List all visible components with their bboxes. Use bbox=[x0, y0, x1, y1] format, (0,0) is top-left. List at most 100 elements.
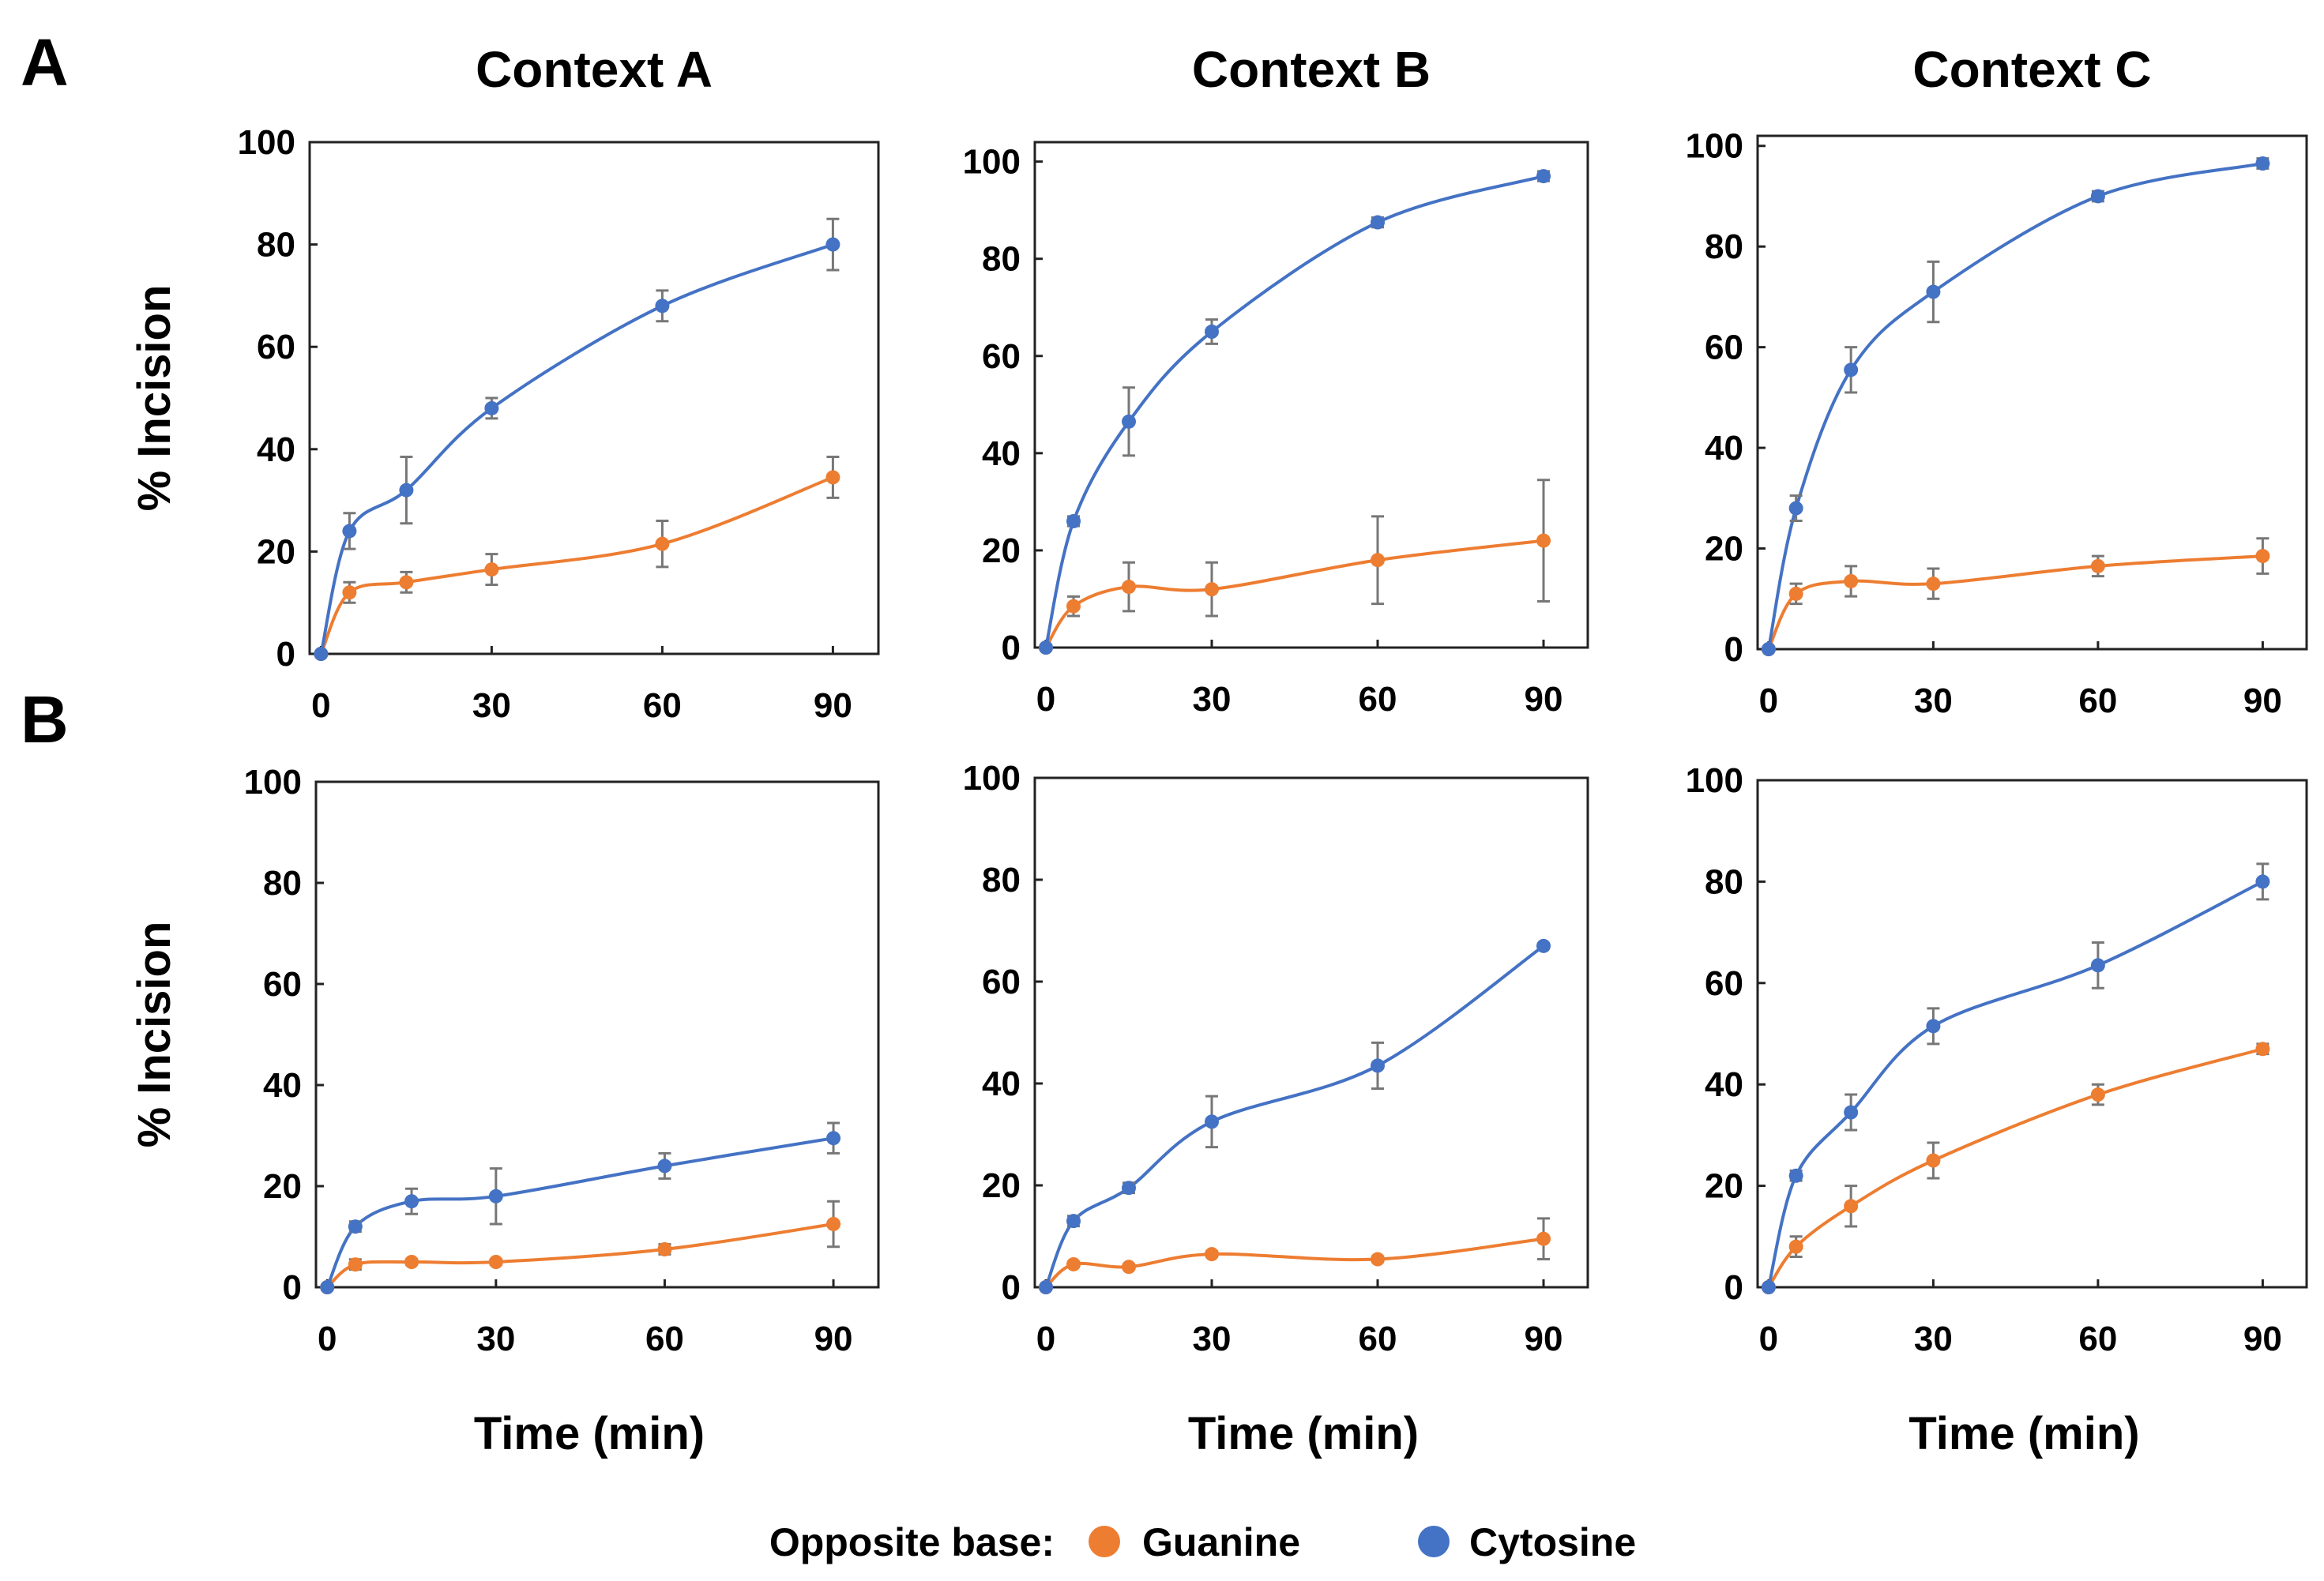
data-point-guanine bbox=[1788, 1239, 1803, 1254]
data-point-cytosine bbox=[2255, 874, 2270, 889]
data-point-guanine bbox=[826, 1217, 841, 1231]
y-tick-label: 40 bbox=[982, 1065, 1021, 1103]
data-point-guanine bbox=[1122, 580, 1136, 595]
x-tick-label: 60 bbox=[643, 686, 682, 725]
data-point-guanine bbox=[1205, 582, 1219, 597]
y-tick-label: 20 bbox=[1705, 1167, 1743, 1206]
data-point-guanine bbox=[1788, 586, 1803, 601]
data-point-guanine bbox=[484, 562, 499, 577]
chart-title: Context A bbox=[476, 41, 713, 98]
data-point-cytosine bbox=[1205, 1114, 1219, 1129]
data-point-guanine bbox=[1122, 1260, 1136, 1275]
data-point-guanine bbox=[488, 1255, 503, 1269]
data-point-cytosine bbox=[342, 524, 357, 539]
y-tick-label: 60 bbox=[982, 337, 1021, 376]
x-tick-label: 60 bbox=[2078, 1320, 2117, 1358]
chart-2: Context B 0 20 40 60 80 100 0 30 60 90 bbox=[963, 41, 1589, 719]
data-point-guanine bbox=[657, 1242, 672, 1256]
x-tick-label: 0 bbox=[318, 1320, 337, 1358]
data-point-guanine bbox=[1536, 1231, 1551, 1246]
data-point-cytosine bbox=[1066, 514, 1081, 528]
y-tick-label: 100 bbox=[244, 763, 302, 802]
data-point-guanine bbox=[1536, 533, 1551, 548]
y-tick-label: 80 bbox=[263, 864, 302, 903]
data-point-cytosine bbox=[1788, 1168, 1803, 1183]
legend-guanine-label: Guanine bbox=[1142, 1520, 1300, 1564]
legend-title: Opposite base: bbox=[769, 1520, 1055, 1564]
y-tick-label: 40 bbox=[1705, 429, 1743, 468]
data-point-guanine bbox=[1371, 553, 1385, 568]
data-point-guanine bbox=[1066, 599, 1081, 614]
data-point-cytosine bbox=[1039, 640, 1053, 655]
y-tick-label: 100 bbox=[238, 123, 295, 162]
data-point-cytosine bbox=[1761, 1280, 1776, 1294]
chart-4: 0 20 40 60 80 100 0 30 60 90 % Incision Time (min) bbox=[129, 763, 880, 1459]
y-tick-label: 0 bbox=[283, 1268, 302, 1307]
x-axis-title: Time (min) bbox=[1908, 1408, 2139, 1459]
data-point-guanine bbox=[1844, 573, 1859, 588]
data-point-cytosine bbox=[404, 1194, 419, 1209]
data-point-cytosine bbox=[1844, 1105, 1859, 1120]
y-tick-label: 80 bbox=[1705, 227, 1743, 266]
y-tick-label: 100 bbox=[1686, 127, 1743, 166]
data-point-guanine bbox=[2090, 1087, 2105, 1102]
x-tick-label: 90 bbox=[2243, 682, 2282, 720]
y-tick-label: 40 bbox=[257, 430, 295, 469]
chart-6: 0 20 40 60 80 100 0 30 60 90 Time (min) bbox=[1686, 761, 2308, 1459]
y-tick-label: 20 bbox=[982, 531, 1021, 570]
x-tick-label: 60 bbox=[645, 1320, 684, 1358]
data-point-cytosine bbox=[1122, 1181, 1136, 1196]
x-tick-label: 0 bbox=[1759, 682, 1778, 720]
y-tick-label: 100 bbox=[963, 759, 1021, 798]
chart-title: Context B bbox=[1192, 41, 1431, 98]
chart-3: Context C 0 20 40 60 80 100 0 30 60 90 bbox=[1686, 41, 2308, 720]
data-point-cytosine bbox=[1039, 1280, 1053, 1294]
x-tick-label: 30 bbox=[1193, 680, 1232, 719]
series-line-cytosine bbox=[1766, 880, 2264, 1288]
chart-title: Context C bbox=[1912, 41, 2151, 98]
data-point-guanine bbox=[2255, 1042, 2270, 1057]
plot-frame bbox=[1756, 779, 2308, 1289]
legend: Opposite base: Guanine Cytosine bbox=[769, 1520, 1636, 1564]
data-point-guanine bbox=[1371, 1252, 1385, 1267]
panel-label-b: B bbox=[21, 682, 69, 757]
x-tick-label: 90 bbox=[1525, 1320, 1563, 1358]
x-tick-label: 0 bbox=[1036, 1320, 1055, 1358]
plot-frame bbox=[314, 780, 880, 1289]
y-tick-label: 80 bbox=[982, 240, 1021, 279]
data-point-cytosine bbox=[1761, 642, 1776, 656]
x-tick-label: 60 bbox=[1359, 680, 1397, 719]
x-tick-label: 30 bbox=[1914, 682, 1953, 720]
data-point-guanine bbox=[1205, 1247, 1219, 1262]
data-point-cytosine bbox=[2090, 189, 2105, 204]
y-tick-label: 60 bbox=[257, 328, 295, 366]
x-tick-label: 0 bbox=[311, 686, 330, 725]
plot-frame bbox=[1033, 776, 1589, 1289]
data-point-cytosine bbox=[1536, 169, 1551, 184]
y-tick-label: 0 bbox=[1002, 1268, 1021, 1307]
data-point-cytosine bbox=[826, 1131, 841, 1146]
data-point-cytosine bbox=[348, 1219, 363, 1234]
y-tick-label: 20 bbox=[982, 1166, 1021, 1205]
data-point-guanine bbox=[655, 536, 670, 551]
x-tick-label: 90 bbox=[2243, 1320, 2282, 1358]
legend-guanine-marker bbox=[1089, 1526, 1120, 1557]
y-tick-label: 100 bbox=[963, 143, 1021, 182]
data-point-guanine bbox=[342, 585, 357, 600]
series-line-cytosine bbox=[1766, 162, 2263, 650]
y-tick-label: 40 bbox=[982, 434, 1021, 473]
y-tick-label: 0 bbox=[276, 635, 295, 674]
y-tick-label: 60 bbox=[1705, 964, 1743, 1003]
y-tick-label: 20 bbox=[263, 1167, 302, 1206]
y-tick-label: 80 bbox=[982, 861, 1021, 899]
y-axis-title: % Incision bbox=[129, 285, 180, 512]
data-point-cytosine bbox=[1926, 1019, 1941, 1034]
x-tick-label: 90 bbox=[814, 1320, 853, 1358]
y-tick-label: 60 bbox=[263, 965, 302, 1004]
y-axis-title: % Incision bbox=[129, 922, 180, 1148]
data-point-cytosine bbox=[399, 483, 414, 498]
data-point-cytosine bbox=[1788, 501, 1803, 516]
y-tick-label: 0 bbox=[1002, 629, 1021, 667]
